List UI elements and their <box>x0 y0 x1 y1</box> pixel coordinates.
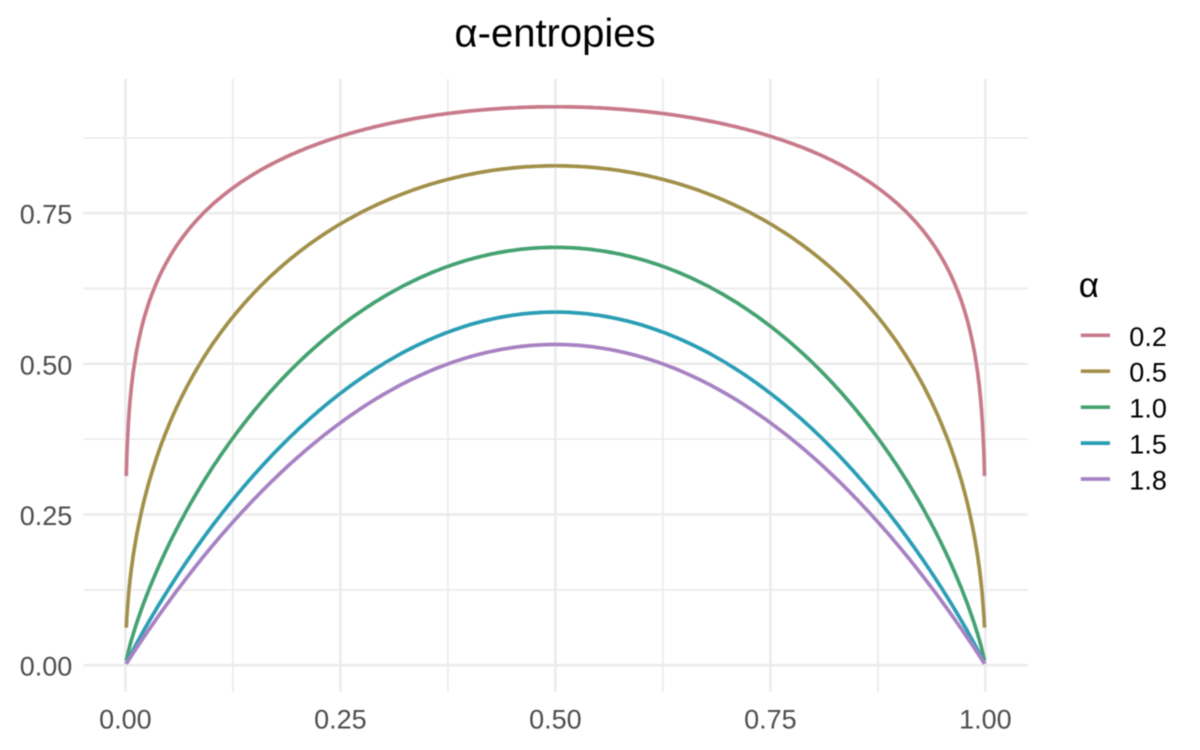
svg-text:1.8: 1.8 <box>1129 466 1167 496</box>
svg-text:0.00: 0.00 <box>20 652 73 682</box>
svg-text:0.75: 0.75 <box>20 200 73 230</box>
svg-text:0.5: 0.5 <box>1129 358 1167 388</box>
svg-text:α-entropies: α-entropies <box>455 12 656 56</box>
svg-text:1.00: 1.00 <box>959 705 1012 735</box>
svg-text:α: α <box>1079 266 1099 305</box>
svg-text:0.2: 0.2 <box>1129 322 1167 352</box>
svg-text:1.0: 1.0 <box>1129 394 1167 424</box>
svg-text:0.25: 0.25 <box>314 705 367 735</box>
svg-text:0.75: 0.75 <box>744 705 797 735</box>
svg-text:0.00: 0.00 <box>99 705 152 735</box>
svg-text:0.50: 0.50 <box>529 705 582 735</box>
svg-text:0.50: 0.50 <box>20 350 73 380</box>
svg-text:0.25: 0.25 <box>20 501 73 531</box>
svg-text:1.5: 1.5 <box>1129 430 1167 460</box>
